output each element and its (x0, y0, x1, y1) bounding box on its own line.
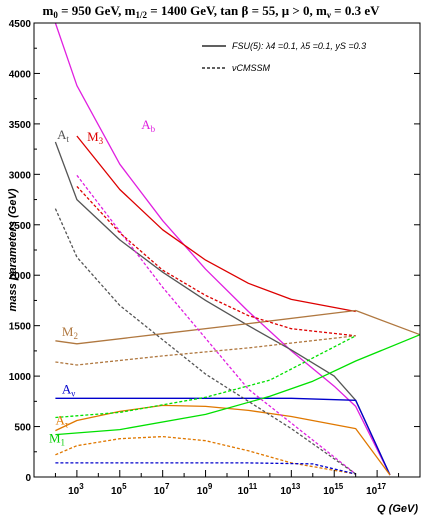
curve-label: M1 (49, 431, 65, 448)
x-tick-label: 1017 (366, 482, 387, 497)
x-tick-label: 1011 (238, 482, 258, 497)
x-tick-label: 109 (197, 482, 213, 497)
series-line-8 (76, 185, 356, 337)
legend-label: FSU(5): λ4 =0.1, λ5 =0.1, yS =0.3 (232, 41, 366, 51)
series-line-2 (54, 141, 391, 476)
x-tick-label: 1015 (323, 482, 344, 497)
y-axis: 0 500 1000 1500 2000 2500 3000 3500 4000 4500 (9, 19, 420, 484)
y-axis-label: mass parameters (GeV) (7, 188, 19, 311)
y-tick-label: 2500 (9, 221, 32, 232)
series-line-13 (55, 462, 356, 475)
series-line-11 (55, 335, 356, 419)
x-tick-label: 105 (111, 482, 127, 497)
series-line-9 (54, 208, 357, 475)
y-tick-label: 4500 (9, 19, 32, 30)
y-tick-label: 3500 (9, 120, 32, 131)
series-line-6 (55, 334, 421, 436)
y-tick-label: 4000 (9, 69, 32, 80)
curve-label: Aν (62, 381, 75, 398)
series-line-12 (55, 435, 356, 475)
series-line-5 (55, 404, 391, 476)
x-tick-label: 1013 (280, 482, 301, 497)
series-line-3 (55, 309, 421, 345)
x-axis-label: Q (GeV) (377, 503, 418, 515)
y-tick-label: 1000 (9, 372, 32, 383)
series-line-0 (54, 22, 391, 476)
x-axis: 103 105 107 109 1011 1013 1015 1017 (33, 470, 421, 497)
plot-area (54, 22, 421, 476)
curve-label: At (57, 127, 69, 144)
y-tick-label: 2000 (9, 271, 32, 282)
series-line-7 (76, 174, 357, 475)
y-tick-label: 500 (14, 423, 31, 434)
curve-label: Ab (141, 117, 155, 134)
curve-label: Aτ (55, 413, 68, 430)
y-tick-label: 1500 (9, 322, 32, 333)
y-tick-label: 3000 (9, 170, 32, 181)
legend-label: νCMSSM (232, 63, 271, 73)
y-tick-label: 0 (25, 473, 31, 484)
curve-label: M3 (87, 129, 104, 146)
curve-label: M2 (62, 324, 78, 341)
chart-title: m0 = 950 GeV, m1/2 = 1400 GeV, tan β = 5… (43, 3, 381, 20)
series-line-10 (55, 335, 356, 366)
x-tick-label: 107 (154, 482, 170, 497)
series-line-1 (76, 135, 356, 313)
legend: FSU(5): λ4 =0.1, λ5 =0.1, yS =0.3 νCMSSM (202, 41, 366, 73)
x-tick-label: 103 (68, 482, 84, 497)
series-line-4 (55, 397, 391, 476)
